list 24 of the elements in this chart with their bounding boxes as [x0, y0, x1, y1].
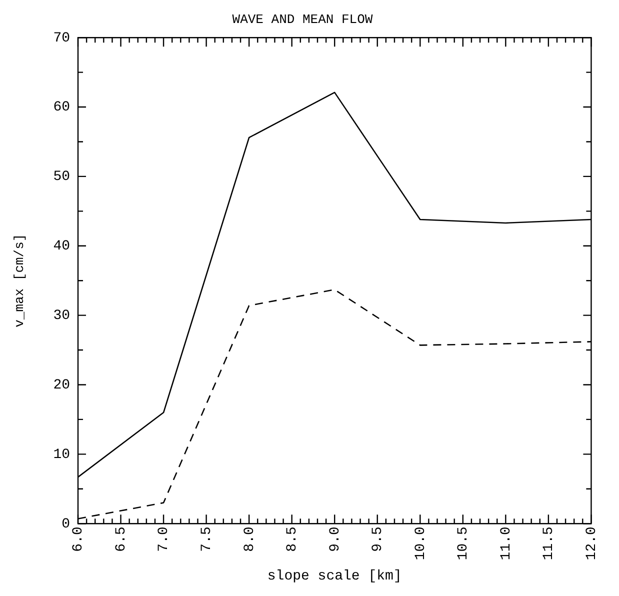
y-tick-label: 0 — [62, 516, 70, 532]
y-tick-label: 40 — [53, 238, 70, 255]
x-tick-label: 10.5 — [456, 526, 472, 560]
x-tick-label: 12.0 — [584, 526, 600, 560]
y-tick-label: 70 — [53, 30, 70, 46]
y-tick-label: 10 — [53, 446, 70, 463]
x-tick-label: 8.0 — [242, 526, 258, 552]
x-axis-title: slope scale [km] — [267, 568, 402, 584]
y-tick-label: 50 — [53, 169, 70, 186]
x-tick-label: 9.0 — [327, 526, 344, 552]
chart-title: WAVE AND MEAN FLOW — [232, 12, 373, 28]
x-tick-label: 10.0 — [412, 526, 429, 560]
x-tick-label: 6.5 — [113, 526, 130, 552]
x-tick-label: 11.0 — [498, 526, 514, 560]
x-tick-label: 9.5 — [370, 526, 386, 552]
y-tick-label: 60 — [53, 100, 70, 116]
y-axis-title: v_max [cm/s] — [12, 234, 28, 328]
y-tick-label: 20 — [53, 377, 70, 394]
x-tick-label: 8.5 — [284, 526, 301, 552]
y-tick-label: 30 — [53, 308, 70, 324]
x-tick-label: 7.0 — [156, 526, 172, 552]
x-tick-label: 11.5 — [541, 526, 558, 560]
x-tick-label: 7.5 — [199, 526, 216, 552]
x-tick-label: 6.0 — [70, 526, 87, 552]
